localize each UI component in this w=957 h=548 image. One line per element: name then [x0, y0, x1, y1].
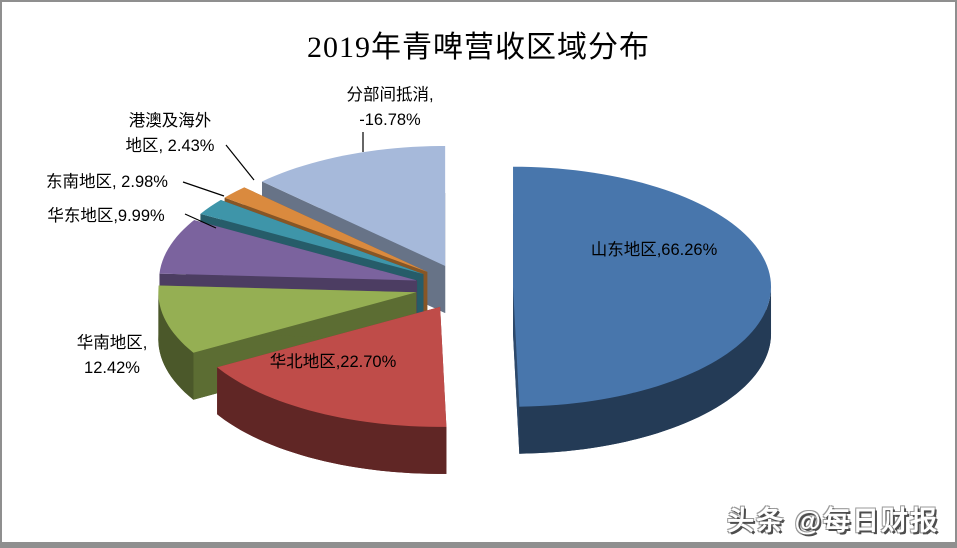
leader-line — [225, 144, 255, 181]
slice-label-3: 华东地区,9.99% — [47, 206, 165, 225]
slice-top-face — [261, 145, 446, 266]
slice-top-face — [513, 166, 772, 407]
slice-outer-wall — [217, 367, 447, 474]
pie-slice-0[interactable] — [513, 166, 772, 454]
watermark: 头条 @每日财报 — [727, 506, 939, 536]
slice-label-4: 东南地区, 2.98% — [46, 172, 168, 191]
leader-line — [184, 213, 217, 229]
leader-line — [182, 181, 225, 197]
chart-title: 2019年青啤营收区域分布 — [307, 31, 650, 64]
slice-label-2: 华南地区, 12.42% — [77, 333, 148, 377]
slice-top-face — [217, 306, 447, 427]
slice-label-1: 华北地区,22.70% — [270, 352, 397, 371]
slice-top-face — [224, 187, 428, 272]
slice-label-line: 地区, 2.43% — [126, 136, 215, 155]
slice-label-line: 山东地区,66.26% — [591, 240, 718, 259]
slice-label-6: 分部间抵消, -16.78% — [346, 85, 433, 129]
slice-label-line: 华南地区, — [77, 333, 148, 352]
slice-label-line: 港澳及海外 — [129, 111, 212, 130]
slice-top-face — [159, 220, 418, 281]
slice-label-line: -16.78% — [359, 111, 421, 129]
slice-outer-wall — [158, 292, 194, 400]
slice-label-line: 12.42% — [84, 359, 140, 377]
slice-cut-face — [513, 286, 520, 454]
pie-slice-1[interactable] — [217, 306, 447, 474]
slice-label-line: 华北地区,22.70% — [270, 352, 397, 371]
slice-label-0: 山东地区,66.26% — [591, 240, 718, 259]
slice-label-line: 华东地区,9.99% — [47, 206, 165, 225]
slice-top-face — [158, 285, 417, 353]
slice-label-line: 东南地区, 2.98% — [46, 172, 168, 191]
slice-outer-wall — [519, 286, 772, 454]
slice-top-face — [200, 199, 424, 275]
slice-label-line: 分部间抵消, — [346, 85, 433, 104]
